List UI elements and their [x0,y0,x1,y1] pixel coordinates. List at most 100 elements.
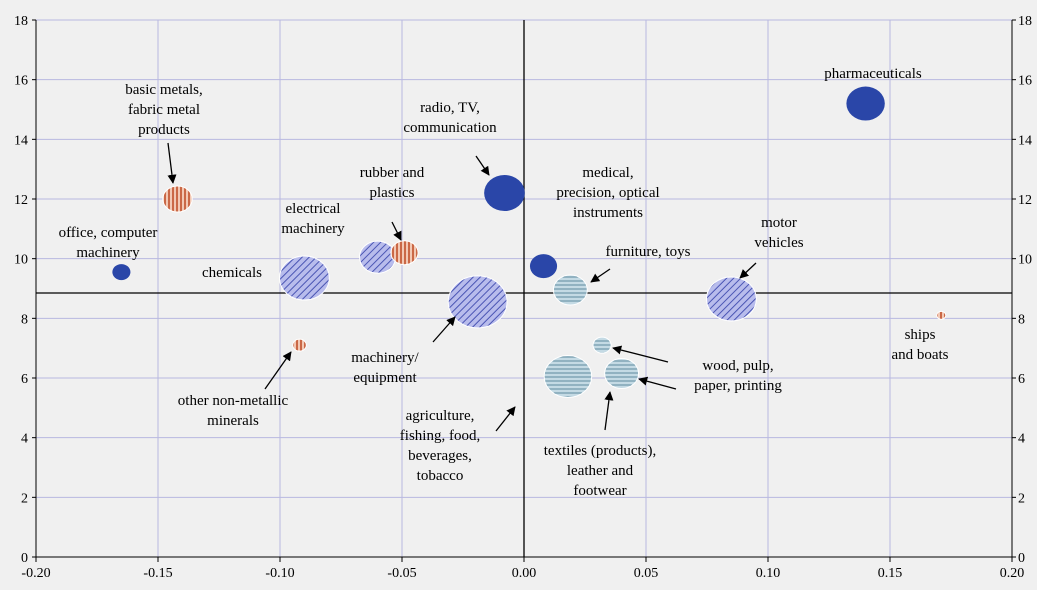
annotation-medical: medical, precision, optical instruments [556,165,659,221]
annotation-line: beverages, [408,448,472,464]
arrow-machinery [432,316,456,343]
y-tick-label-left: 14 [14,133,28,148]
x-tick-label: -0.05 [387,566,416,581]
bubble-ships-and-boats: ships and boats [936,310,947,320]
y-tick-label-left: 2 [21,491,28,506]
y-tick-label-right: 8 [1018,312,1025,327]
annotation-line: minerals [207,413,259,429]
annotation-line: motor [761,215,797,231]
bubble-motor-vehicles: motor vehicles [706,276,757,322]
annotation-ships: ships and boats [891,327,948,363]
x-tick-label: -0.10 [265,566,294,581]
annotation-office: office, computer machinery [59,225,158,261]
bubble-rubber-and-plastics: rubber and plastics [390,240,419,266]
y-tick-label-right: 6 [1018,372,1025,387]
y-tick-label-left: 12 [14,193,28,208]
arrow-radio [475,155,490,176]
arrow-agri [495,406,516,432]
x-tick-label: -0.15 [143,566,172,581]
annotation-line: chemicals [202,265,262,281]
annotation-agri: agriculture, fishing, food, beverages, toba… [400,408,480,484]
y-tick-label-right: 0 [1018,551,1025,566]
annotation-line: paper, printing [694,378,782,394]
bubble-wood-pulp-paper-printing: wood, pulp, paper, printing [592,336,612,354]
annotation-line: leather and [567,463,634,479]
annotation-line: communication [403,120,497,136]
bubble-basic-metals-fabric-metal-products: basic metals, fabric metal products [162,185,193,213]
arrow-rubber [391,221,402,241]
x-tick-label: -0.20 [21,566,50,581]
annotation-line: machinery [76,245,140,261]
annotation-line: machinery/ [351,350,419,366]
annotation-line: pharmaceuticals [824,66,922,82]
y-tick-label-left: 10 [14,253,28,268]
bubble-electrical-machinery: electrical machinery [359,240,397,274]
annotation-line: machinery [281,221,345,237]
annotation-line: tobacco [417,468,464,484]
annotation-line: agriculture, [406,408,475,424]
annotation-motor: motor vehicles [754,215,803,251]
bubble-other-non-metallic-minerals: other non-metallic minerals [292,338,307,352]
arrow-wood [612,345,669,363]
annotation-line: products [138,122,190,138]
y-tick-label-right: 10 [1018,253,1032,268]
arrow-textiles [604,391,614,431]
annotation-line: radio, TV, [420,100,480,116]
annotation-line: fabric metal [128,102,200,118]
bubble-agriculture-fishing-food-beverages-tobacco: agriculture, fishing, food, beverages, t… [543,355,593,399]
arrow-nonmetal [264,351,292,390]
bubble-office-computer-machinery: office, computer machinery [112,264,131,281]
arrow-furniture [590,268,611,283]
annotation-nonmetal: other non-metallic minerals [178,393,289,429]
annotation-line: rubber and [360,165,425,181]
arrow-motor [739,262,757,279]
y-tick-label-right: 16 [1018,74,1032,89]
annotation-line: vehicles [754,235,803,251]
bubble-furniture-toys: furniture, toys [552,274,588,306]
bubbles: pharmaceuticals radio, TV, communication m… [112,86,947,399]
annotation-line: and boats [891,347,948,363]
annotation-line: plastics [370,185,415,201]
annotation-furniture: furniture, toys [606,244,691,260]
y-tick-label-left: 4 [21,432,28,447]
annotation-line: basic metals, [125,82,202,98]
annotation-pharma: pharmaceuticals [824,66,922,82]
bubble-textiles-products-leather-and-footwear: textiles (products), leather and footwea… [604,358,640,390]
annotation-chemicals: chemicals [202,265,262,281]
annotation-line: office, computer [59,225,158,241]
annotation-wood: wood, pulp, paper, printing [694,358,782,394]
annotation-line: instruments [573,205,643,221]
bubble-pharmaceuticals: pharmaceuticals [846,86,885,121]
axes: -0.20 -0.15 -0.10 -0.05 0.00 0.05 0.10 0.15 0.20… [14,14,1032,581]
annotations: pharmaceuticals radio, TV, communication me… [59,66,949,499]
y-tick-label-right: 2 [1018,491,1025,506]
x-tick-label: 0.15 [878,566,903,581]
y-tick-label-left: 18 [14,14,28,29]
annotation-line: ships [905,327,936,343]
bubble-chemicals: chemicals [279,255,330,301]
annotation-line: medical, [582,165,633,181]
annotation-rubber: rubber and plastics [360,165,425,201]
annotation-line: furniture, toys [606,244,691,260]
annotation-textiles: textiles (products), leather and footwear [544,443,656,499]
bubble-machinery-equipment: machinery/ equipment [447,275,508,329]
annotation-line: fishing, food, [400,428,480,444]
y-tick-label-right: 12 [1018,193,1032,208]
y-tick-label-left: 8 [21,312,28,327]
y-tick-label-right: 18 [1018,14,1032,29]
y-tick-label-left: 16 [14,74,28,89]
y-tick-label-left: 6 [21,372,28,387]
annotation-line: wood, pulp, [702,358,773,374]
annotation-line: electrical [286,201,341,217]
y-tick-label-left: 0 [21,551,28,566]
x-tick-label: 0.05 [634,566,659,581]
annotation-electrical: electrical machinery [281,201,345,237]
arrow-wood-2 [638,376,677,390]
arrow-basic [167,142,177,184]
x-tick-label: 0.00 [512,566,537,581]
bubble-radio-tv-communication: radio, TV, communication [484,175,525,212]
y-tick-label-right: 4 [1018,432,1025,447]
annotation-line: textiles (products), [544,443,656,459]
annotation-basic: basic metals, fabric metal products [125,82,202,138]
